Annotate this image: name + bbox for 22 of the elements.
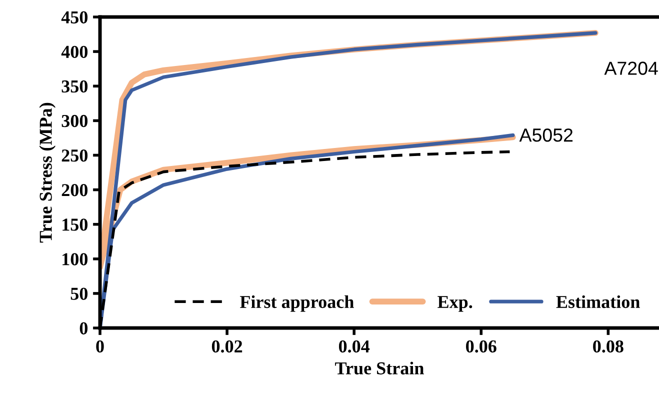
y-tick-label: 350 bbox=[62, 80, 88, 93]
legend-label: First approach bbox=[240, 295, 354, 312]
y-tick-label: 450 bbox=[61, 11, 88, 24]
x-tick-label: 0.04 bbox=[338, 340, 370, 353]
y-tick-label: 0 bbox=[80, 322, 88, 334]
y-axis-title: True Stress (MPa) bbox=[39, 102, 56, 243]
y-tick-label: 250 bbox=[62, 149, 88, 162]
x-tick-label: 0 bbox=[96, 340, 104, 353]
legend-label: Estimation bbox=[556, 295, 640, 308]
y-tick-label: 200 bbox=[62, 184, 88, 196]
y-tick-label: 100 bbox=[62, 253, 88, 266]
y-tick-label: 50 bbox=[70, 288, 88, 300]
y-tick-label: 400 bbox=[61, 46, 88, 58]
x-axis-title: True Strain bbox=[335, 362, 424, 374]
x-tick-label: 0.08 bbox=[593, 340, 624, 353]
annotation: A7204 bbox=[604, 62, 658, 75]
legend-label: Exp. bbox=[438, 296, 472, 312]
y-tick-label: 300 bbox=[62, 114, 88, 128]
y-tick-label: 150 bbox=[62, 218, 88, 231]
x-tick-label: 0.06 bbox=[466, 340, 496, 353]
x-tick-label: 0.02 bbox=[212, 340, 242, 353]
annotation: A5052 bbox=[519, 128, 573, 142]
